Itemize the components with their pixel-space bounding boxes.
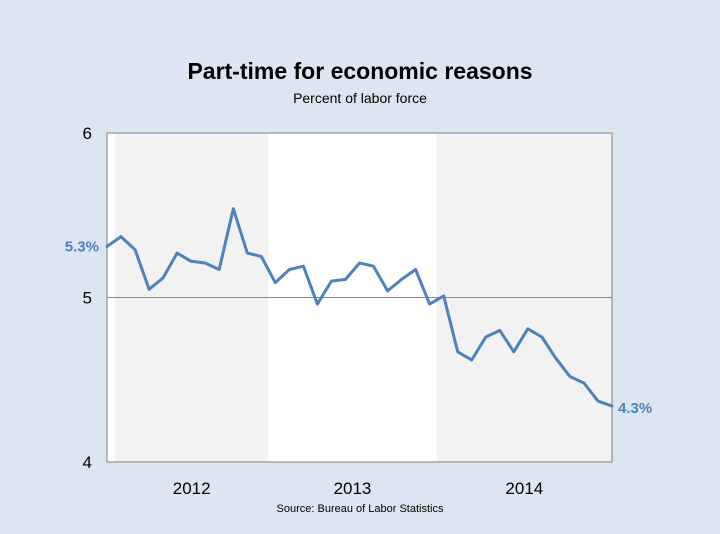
chart-title: Part-time for economic reasons [187, 58, 533, 84]
x-year-label-2012: 2012 [173, 479, 211, 498]
plot-border [106, 132, 613, 463]
x-year-label-2013: 2013 [334, 479, 372, 498]
y-tick-label-6: 6 [83, 124, 92, 143]
series-line [105, 207, 614, 408]
chart-subtitle: Percent of labor force [293, 90, 427, 106]
x-year-label-2014: 2014 [505, 479, 543, 498]
y-tick-label-5: 5 [83, 289, 92, 308]
y-tick-label-4: 4 [83, 453, 92, 472]
source-note: Source: Bureau of Labor Statistics [276, 503, 444, 515]
end-value-label: 4.3% [618, 400, 652, 417]
start-value-label: 5.3% [65, 239, 99, 256]
